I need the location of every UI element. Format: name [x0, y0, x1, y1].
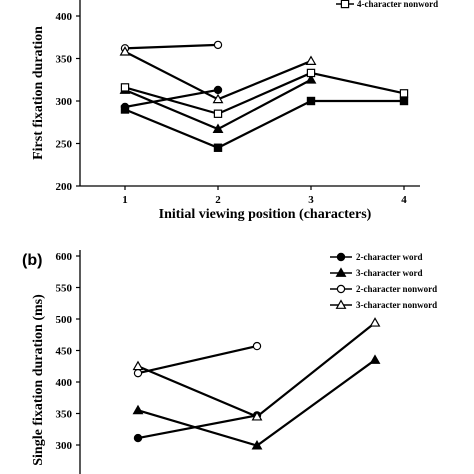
data-point-a-5: [120, 83, 130, 92]
y-tick-label-a: 200: [56, 181, 73, 193]
data-point-b-3: [132, 360, 144, 371]
panel-label-b: (b): [22, 252, 42, 269]
legend-label-b: 3-character word: [356, 268, 423, 278]
x-axis-label-a: Initial viewing position (characters): [159, 207, 372, 222]
y-tick-label-a: 250: [56, 139, 73, 151]
data-point-a-4: [119, 46, 131, 56]
y-tick-label-b: 300: [56, 440, 73, 452]
series-line-a-3: [124, 43, 219, 50]
y-axis-label-b: Single fixation duration (ms): [31, 294, 46, 466]
y-tick-label-b: 600: [56, 251, 73, 263]
data-point-b-1: [132, 404, 144, 415]
series-line-b-2: [137, 345, 258, 375]
y-tick-label-b: 500: [56, 314, 73, 326]
data-point-a-1: [120, 105, 130, 114]
data-point-a-2: [305, 74, 317, 84]
data-point-a-5: [213, 109, 223, 118]
data-point-a-1: [213, 143, 223, 152]
data-point-b-0: [133, 433, 143, 443]
legend-marker-b: [335, 299, 347, 309]
series-line-a-5: [124, 71, 405, 115]
y-tick-label-a: 350: [56, 54, 73, 66]
data-point-a-1: [306, 96, 316, 106]
data-point-a-4: [212, 93, 224, 104]
data-point-a-0: [213, 85, 223, 95]
y-tick-label-b: 450: [56, 346, 73, 358]
data-point-a-2: [212, 123, 224, 133]
x-tick-label-a: 4: [401, 194, 407, 206]
data-point-b-2: [252, 341, 262, 351]
data-point-a-3: [213, 40, 223, 50]
y-tick-label-a: 300: [56, 96, 73, 108]
legend-marker-b: [335, 267, 347, 277]
y-tick-label-b: 350: [56, 409, 73, 421]
y-axis-label-a: First fixation duration: [31, 26, 46, 160]
y-tick-label-b: 550: [56, 283, 73, 295]
series-line-b-0: [137, 414, 258, 440]
legend-marker-b: [336, 252, 346, 262]
data-point-b-2: [133, 368, 143, 378]
series-line-a-1: [124, 99, 404, 149]
legend-label-a: 4-character nonword: [357, 0, 438, 9]
legend-marker-a: [340, 0, 350, 9]
data-point-b-1: [251, 440, 263, 450]
data-point-a-1: [399, 96, 409, 106]
legend-label-b: 2-character word: [356, 252, 423, 262]
y-tick-label-b: 400: [56, 377, 73, 389]
legend-marker-b: [336, 284, 346, 294]
x-tick-label-a: 2: [215, 194, 221, 206]
data-point-b-1: [369, 354, 381, 364]
data-point-b-3: [369, 317, 381, 327]
x-tick-label-a: 1: [122, 194, 128, 206]
series-line-b-1: [137, 359, 376, 447]
legend-label-b: 3-character nonword: [356, 300, 437, 310]
series-line-b-3: [137, 321, 376, 418]
y-tick-label-a: 400: [56, 11, 73, 23]
x-tick-label-a: 3: [308, 194, 314, 206]
data-point-a-5: [399, 89, 409, 98]
series-line-a-0: [124, 88, 219, 109]
data-point-b-3: [251, 411, 263, 421]
data-point-a-5: [306, 68, 316, 78]
data-point-a-4: [305, 55, 317, 65]
legend-label-b: 2-character nonword: [356, 284, 437, 294]
